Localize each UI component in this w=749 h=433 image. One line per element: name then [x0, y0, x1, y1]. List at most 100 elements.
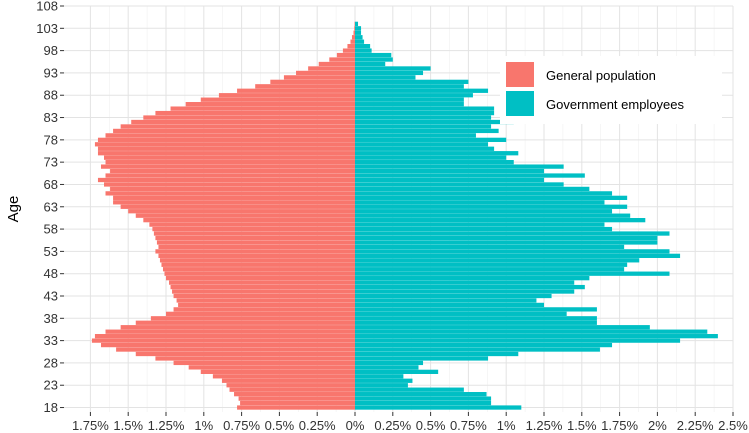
government-employees-bar — [355, 369, 439, 374]
general-population-bar — [226, 383, 355, 388]
general-population-bar — [128, 209, 355, 214]
general-population-bar — [110, 168, 355, 174]
general-population-bar — [354, 21, 356, 26]
y-tick-label: 58 — [44, 222, 58, 237]
government-employees-bar — [355, 151, 519, 156]
y-tick-label: 98 — [44, 43, 58, 58]
general-population-bar — [296, 70, 355, 76]
general-population-bar — [166, 276, 355, 281]
government-employees-bar — [355, 57, 393, 62]
government-employees-bar — [355, 276, 590, 281]
government-employees-bar — [355, 334, 718, 339]
general-population-bar — [221, 378, 355, 383]
general-population-bar — [238, 396, 355, 401]
x-tick-label: 1.25% — [148, 418, 185, 433]
government-employees-bar — [355, 289, 575, 294]
general-population-bar — [240, 400, 355, 406]
government-employees-bar — [355, 173, 585, 178]
general-population-bar — [155, 356, 355, 361]
y-tick-label: 38 — [44, 311, 58, 326]
government-employees-bar — [355, 262, 628, 267]
general-population-bar — [342, 48, 355, 53]
government-employees-bar — [355, 392, 487, 397]
government-employees-bar — [355, 200, 605, 205]
x-axis-ticks: 1.75% 1.5% 1.25% 1% 0.75% 0.5% 0.25% 0% 0.25% 0.5… — [72, 412, 748, 433]
government-employees-bar — [355, 351, 519, 357]
general-population-bar — [155, 110, 355, 116]
general-population-bar — [135, 351, 355, 357]
government-employees-bar — [355, 26, 362, 31]
government-employees-bar — [355, 102, 464, 107]
general-population-bar — [104, 182, 356, 187]
x-tick-label: 1.5% — [567, 418, 597, 433]
general-population-bar — [173, 307, 355, 312]
government-employees-bar — [355, 164, 564, 169]
x-tick-label: 0.75% — [450, 418, 487, 433]
government-employees-bar — [355, 325, 650, 330]
legend-label-general-population: General population — [546, 68, 656, 83]
government-employees-bar — [355, 186, 590, 192]
general-population-bar — [110, 186, 355, 192]
general-population-bar — [100, 342, 355, 348]
government-employees-bar — [355, 396, 492, 401]
y-tick-label: 88 — [44, 88, 58, 103]
government-employees-bar — [355, 93, 473, 98]
government-employees-bar — [355, 356, 489, 361]
y-axis-title: Age — [5, 196, 22, 223]
general-population-bar — [351, 35, 355, 40]
general-population-bar — [152, 226, 355, 232]
general-population-bar — [170, 284, 355, 290]
general-population-bar — [229, 387, 355, 392]
general-population-bar — [185, 102, 355, 107]
legend-background — [500, 56, 722, 124]
general-population-bar — [162, 267, 355, 272]
government-employees-bar — [355, 155, 507, 160]
government-employees-bar — [355, 195, 628, 200]
government-employees-bar — [355, 128, 499, 134]
general-population-bar — [105, 191, 356, 196]
x-tick-label: 1% — [497, 418, 516, 433]
general-population-bar — [237, 88, 355, 93]
general-population-bar — [347, 44, 355, 49]
general-population-bar — [97, 137, 356, 142]
y-tick-label: 83 — [44, 110, 58, 125]
general-population-bar — [350, 39, 355, 44]
general-population-bar — [158, 244, 355, 250]
general-population-bar — [113, 195, 355, 200]
government-employees-bar — [355, 383, 408, 388]
legend-key-general-population — [506, 62, 534, 87]
government-employees-bar — [355, 311, 567, 316]
government-employees-bar — [355, 39, 365, 44]
government-employees-bar — [355, 191, 613, 196]
government-employees-bar — [355, 182, 564, 187]
y-tick-label: 73 — [44, 155, 58, 170]
government-employees-bar — [355, 21, 359, 26]
general-population-bar — [329, 57, 355, 62]
general-population-bar — [176, 298, 355, 303]
general-population-bar — [172, 289, 355, 294]
x-tick-label: 2.25% — [677, 418, 714, 433]
general-population-bar — [234, 392, 355, 397]
y-tick-label: 68 — [44, 177, 58, 192]
general-population-bar — [100, 164, 355, 169]
government-employees-bar — [355, 160, 514, 165]
general-population-bar — [120, 124, 355, 129]
government-employees-bar — [355, 280, 575, 285]
government-employees-bar — [355, 115, 492, 120]
general-population-bar — [105, 133, 356, 138]
general-population-bar — [218, 93, 355, 98]
general-population-bar — [150, 316, 355, 321]
government-employees-bar — [355, 209, 613, 214]
government-employees-bar — [355, 137, 507, 142]
y-tick-label: 63 — [44, 199, 58, 214]
government-employees-bar — [355, 378, 413, 383]
x-tick-label: 0% — [346, 418, 365, 433]
general-population-bar — [97, 146, 356, 151]
general-population-bar — [164, 271, 355, 276]
y-tick-label: 33 — [44, 333, 58, 348]
government-employees-bar — [355, 44, 371, 49]
government-employees-bar — [355, 365, 419, 370]
government-employees-bar — [355, 52, 392, 58]
government-employees-bar — [355, 405, 522, 410]
